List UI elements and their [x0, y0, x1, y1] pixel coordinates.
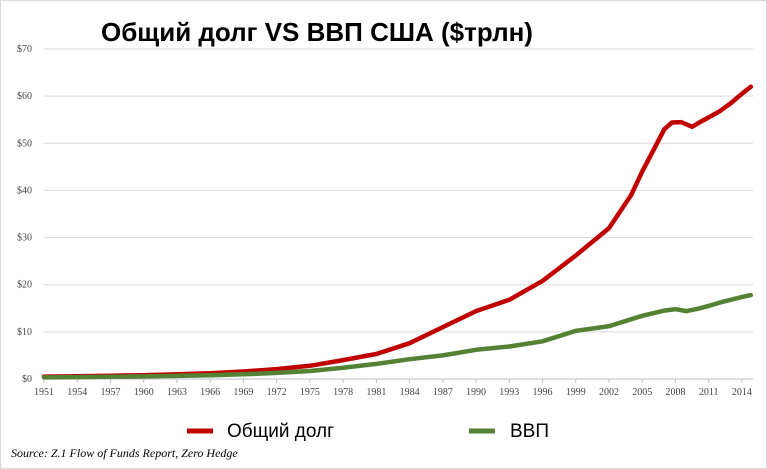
- x-tick-label: 1996: [533, 387, 553, 398]
- y-tick-label: $10: [17, 327, 32, 338]
- y-axis: $0 $10 $20 $30 $40 $50 $60 $70: [17, 44, 32, 385]
- x-axis: 1951 1954 1957 1960 1963 1966 1969 1972 1975 1978…: [34, 379, 752, 398]
- x-tick-label: 1954: [67, 387, 87, 398]
- x-tick-label: 1951: [34, 387, 54, 398]
- y-tick-label: $30: [17, 233, 32, 244]
- chart-title: Общий долг VS ВВП США ($трлн): [101, 17, 533, 47]
- x-tick-label: 2011: [699, 387, 719, 398]
- y-tick-label: $50: [17, 138, 32, 149]
- gridlines: [44, 48, 753, 380]
- x-tick-label: 1975: [300, 387, 320, 398]
- series-lines: [41, 84, 754, 380]
- x-tick-label: 1984: [400, 387, 420, 398]
- x-tick-label: 1990: [466, 387, 486, 398]
- x-tick-label: 2005: [632, 387, 652, 398]
- x-tick-label: 1993: [499, 387, 519, 398]
- y-tick-label: $70: [17, 44, 32, 55]
- y-tick-label: $60: [17, 91, 32, 102]
- x-tick-label: 2002: [599, 387, 619, 398]
- legend-label-gdp: ВВП: [510, 421, 549, 442]
- x-tick-label: 1960: [134, 387, 154, 398]
- x-tick-label: 1999: [566, 387, 586, 398]
- x-tick-label: 1957: [100, 387, 120, 398]
- y-tick-label: $20: [17, 280, 32, 291]
- x-tick-label: 1978: [333, 387, 353, 398]
- x-tick-label: 2008: [665, 387, 685, 398]
- legend-label-debt: Общий долг: [227, 421, 334, 442]
- y-tick-label: $0: [22, 374, 32, 385]
- series-line-debt: [41, 84, 754, 379]
- x-tick-label: 1972: [267, 387, 287, 398]
- x-tick-label: 1981: [366, 387, 386, 398]
- x-tick-label: 1966: [200, 387, 220, 398]
- legend: Общий долг ВВП: [187, 421, 549, 442]
- series-line-gdp: [41, 292, 754, 380]
- x-tick-label: 1963: [167, 387, 187, 398]
- source-note: Source: Z.1 Flow of Funds Report, Zero H…: [11, 446, 238, 460]
- x-tick-label: 2014: [732, 387, 752, 398]
- x-tick-label: 1987: [433, 387, 453, 398]
- y-tick-label: $40: [17, 185, 32, 196]
- x-tick-label: 1969: [233, 387, 253, 398]
